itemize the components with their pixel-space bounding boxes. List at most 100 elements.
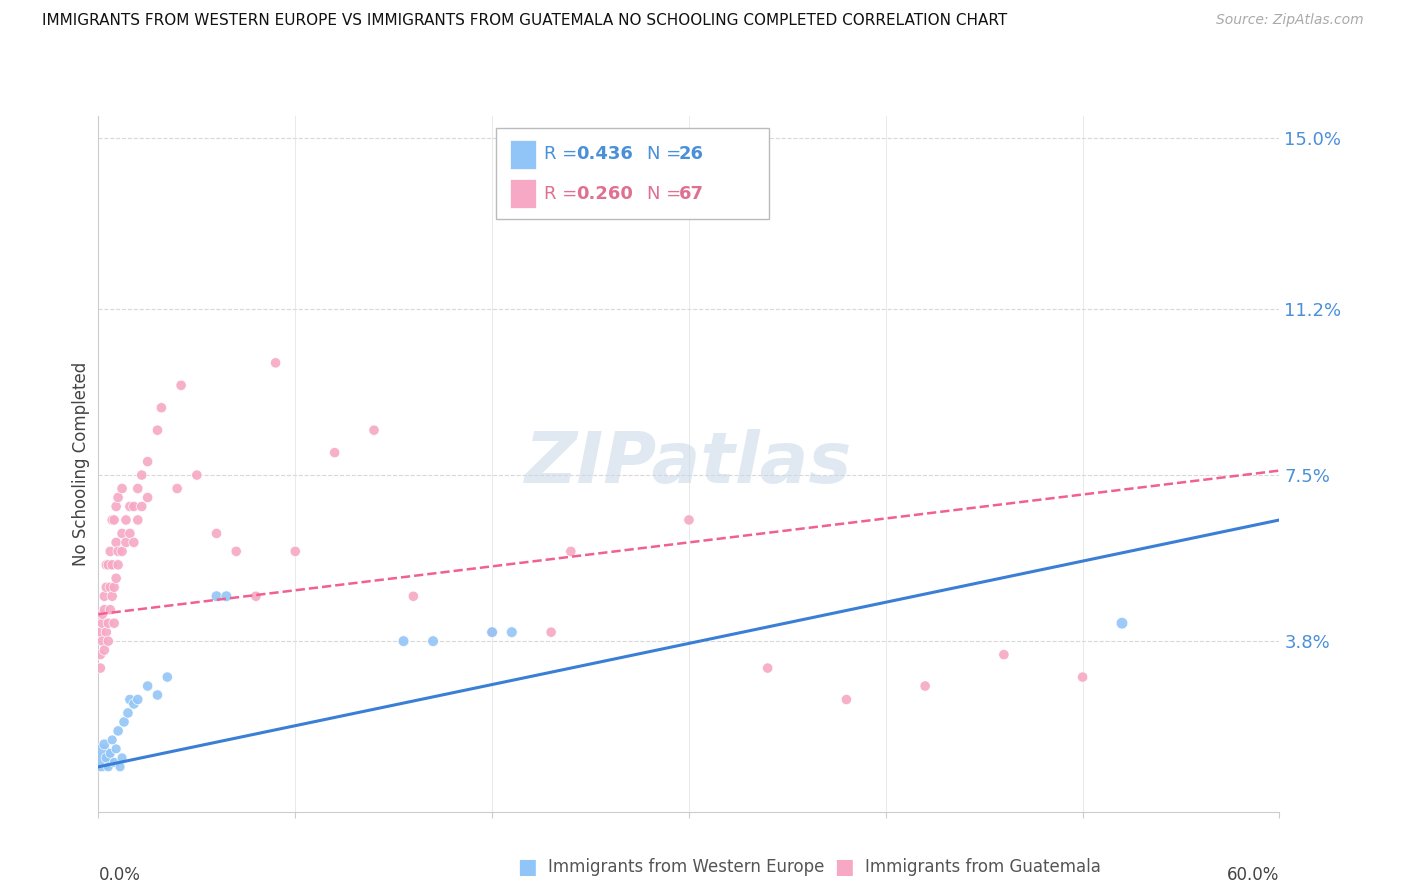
Point <box>156 670 179 684</box>
Point <box>107 558 129 572</box>
Point <box>97 760 120 774</box>
Point <box>97 616 120 631</box>
Point <box>1071 670 1094 684</box>
Point <box>323 445 346 459</box>
Text: 0.0%: 0.0% <box>98 865 141 884</box>
Point <box>91 634 114 648</box>
Point <box>107 544 129 558</box>
Point <box>136 491 159 505</box>
Point <box>118 500 141 514</box>
Point <box>186 468 208 483</box>
Point <box>146 423 169 437</box>
Point <box>914 679 936 693</box>
Point <box>98 580 121 594</box>
Point <box>91 616 114 631</box>
Point <box>127 482 149 496</box>
Text: Source: ZipAtlas.com: Source: ZipAtlas.com <box>1216 13 1364 28</box>
Point <box>118 526 141 541</box>
Point <box>264 356 287 370</box>
Text: R =: R = <box>544 185 583 202</box>
Point <box>225 544 247 558</box>
Point <box>136 454 159 468</box>
Point <box>111 751 134 765</box>
Point <box>756 661 779 675</box>
Point <box>93 643 115 657</box>
Point <box>93 589 115 603</box>
Point <box>93 738 115 752</box>
Point <box>118 692 141 706</box>
Point <box>96 751 118 765</box>
Point <box>122 697 145 711</box>
Text: Immigrants from Western Europe: Immigrants from Western Europe <box>548 858 825 876</box>
Point <box>284 544 307 558</box>
Point <box>96 558 118 572</box>
Text: N =: N = <box>647 185 686 202</box>
Point <box>105 742 128 756</box>
Point <box>93 603 115 617</box>
Point <box>136 679 159 693</box>
Point <box>170 378 193 392</box>
Point <box>111 482 134 496</box>
Point <box>131 468 153 483</box>
Point <box>205 526 228 541</box>
Point <box>103 513 125 527</box>
Text: N =: N = <box>647 145 686 163</box>
Point <box>105 571 128 585</box>
Point <box>89 648 111 662</box>
Text: 0.260: 0.260 <box>576 185 633 202</box>
Point <box>993 648 1015 662</box>
Point <box>540 625 562 640</box>
Point <box>103 580 125 594</box>
Point <box>101 732 124 747</box>
Point <box>146 688 169 702</box>
Text: ■: ■ <box>834 857 853 877</box>
Point <box>127 513 149 527</box>
Text: 26: 26 <box>679 145 704 163</box>
Point <box>111 526 134 541</box>
Text: IMMIGRANTS FROM WESTERN EUROPE VS IMMIGRANTS FROM GUATEMALA NO SCHOOLING COMPLET: IMMIGRANTS FROM WESTERN EUROPE VS IMMIGR… <box>42 13 1008 29</box>
Point <box>96 625 118 640</box>
Point <box>111 544 134 558</box>
Point <box>392 634 415 648</box>
Point <box>150 401 173 415</box>
Text: ZIPatlas: ZIPatlas <box>526 429 852 499</box>
Text: Immigrants from Guatemala: Immigrants from Guatemala <box>865 858 1101 876</box>
Point <box>1111 616 1133 631</box>
Point <box>89 625 111 640</box>
Point <box>105 535 128 549</box>
Point <box>678 513 700 527</box>
Point <box>112 714 135 729</box>
Point <box>107 491 129 505</box>
Point <box>103 616 125 631</box>
Point <box>122 535 145 549</box>
Point <box>115 535 138 549</box>
Point <box>131 500 153 514</box>
Point <box>89 661 111 675</box>
Point <box>91 607 114 622</box>
Point <box>501 625 523 640</box>
Point <box>98 603 121 617</box>
Point <box>96 580 118 594</box>
Point <box>481 625 503 640</box>
Text: 60.0%: 60.0% <box>1227 865 1279 884</box>
Point <box>89 751 111 765</box>
Point <box>215 589 238 603</box>
Point <box>98 544 121 558</box>
Text: 0.436: 0.436 <box>576 145 633 163</box>
Point <box>835 692 858 706</box>
Text: R =: R = <box>544 145 583 163</box>
Text: 67: 67 <box>679 185 704 202</box>
Point <box>166 482 188 496</box>
Point <box>103 756 125 770</box>
Point <box>117 706 139 720</box>
Point <box>481 625 503 640</box>
Point <box>245 589 267 603</box>
Point <box>101 589 124 603</box>
Point <box>115 513 138 527</box>
Point <box>98 747 121 761</box>
Text: ■: ■ <box>517 857 537 877</box>
Y-axis label: No Schooling Completed: No Schooling Completed <box>72 362 90 566</box>
Point <box>97 558 120 572</box>
Point <box>205 589 228 603</box>
Point <box>422 634 444 648</box>
